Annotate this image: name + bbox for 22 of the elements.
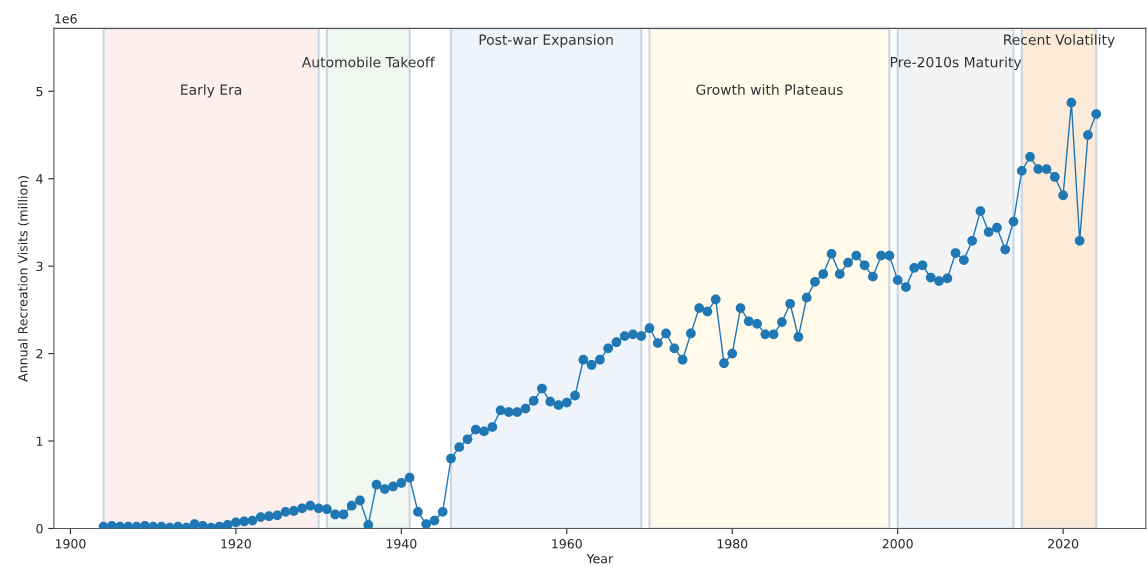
x-tick-label: 2020 [1048, 539, 1079, 549]
y-tick-label: 2 [36, 349, 43, 359]
text: 1e6 [55, 13, 77, 24]
y-tick-label: 1 [36, 436, 43, 446]
y-tick-label: 3 [36, 261, 43, 272]
band-label: Post-war Expansion [479, 34, 613, 48]
band-label: Automobile Takeoff [301, 56, 435, 68]
x-tick-label: 1960 [552, 539, 582, 549]
band-label: Growth with Plateaus [696, 84, 843, 95]
x-tick-label: 1940 [386, 539, 417, 549]
y-tick-label: 0 [36, 523, 43, 534]
band-label: Recent Volatility [1004, 34, 1115, 48]
x-tick-label: 1900 [55, 539, 86, 549]
band-label: Pre-2010s Maturity [890, 56, 1022, 71]
y-tick-label: 5 [36, 86, 43, 97]
y-axis-title: Annual Recreation Visits (million) [17, 176, 30, 382]
x-tick-label: 1920 [221, 539, 251, 549]
x-tick-label: 1980 [717, 539, 748, 549]
x-axis-title: Year [586, 554, 614, 564]
y-tick-label: 4 [36, 174, 43, 184]
band-label: Early Era [181, 84, 242, 98]
x-tick-label: 2000 [882, 539, 913, 549]
